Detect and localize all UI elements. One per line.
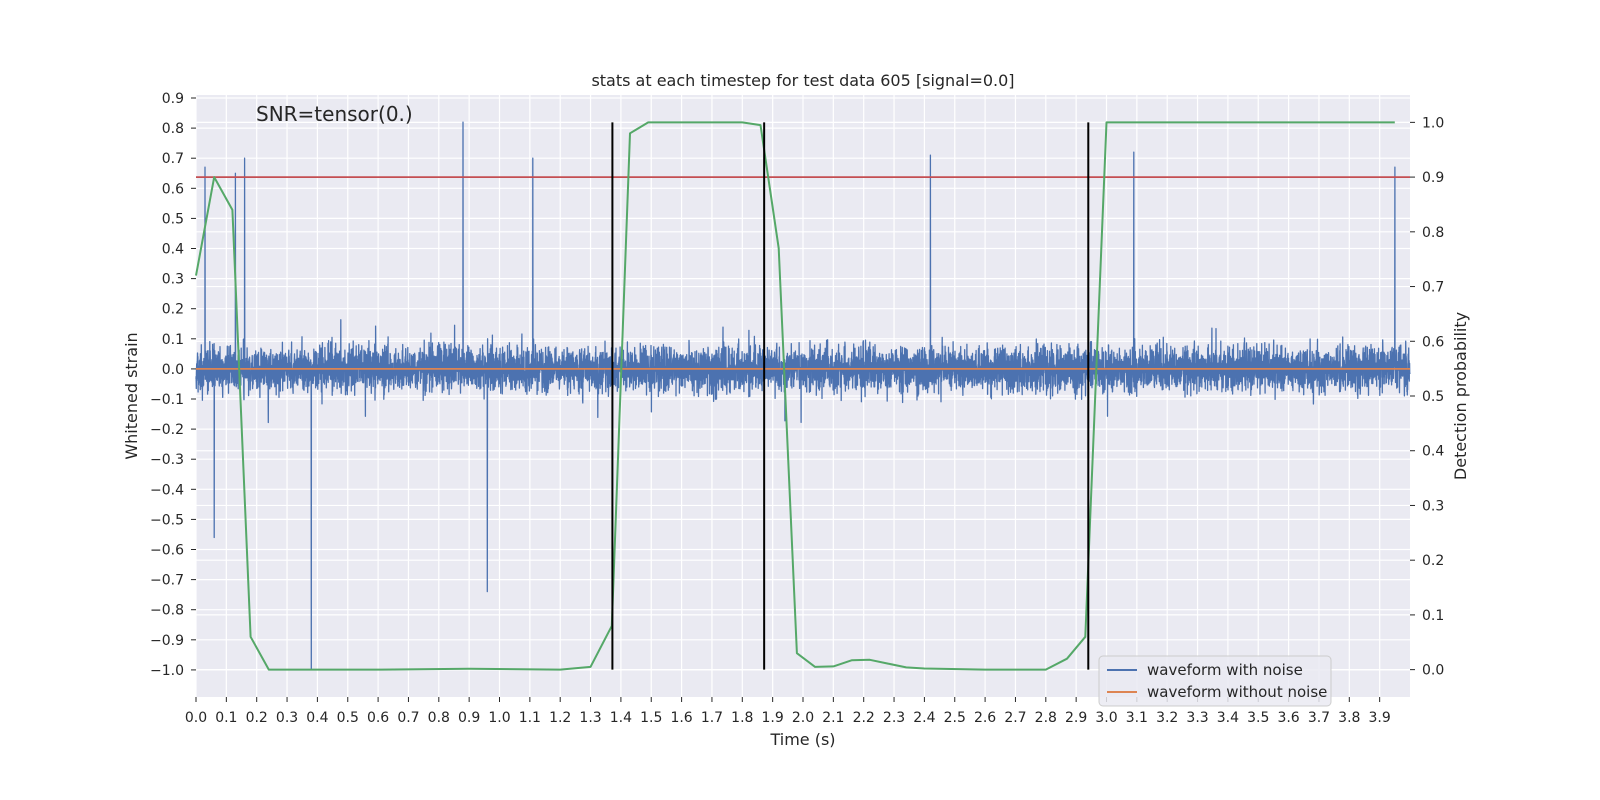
x-tick-label: 0.8 <box>428 710 450 726</box>
x-tick-label: 1.2 <box>549 710 571 726</box>
x-tick-label: 2.0 <box>792 710 814 726</box>
y-tick-label: −0.7 <box>150 573 184 589</box>
detection-probability-series <box>195 121 1410 671</box>
x-tick-label: 0.1 <box>215 710 237 726</box>
x-tick-label: 3.0 <box>1095 710 1117 726</box>
y2-tick-label: 0.8 <box>1422 225 1444 241</box>
y-tick-label: 0.9 <box>162 91 184 107</box>
x-tick-label: 3.1 <box>1126 710 1148 726</box>
y-tick-label: 0.2 <box>162 302 184 318</box>
y-tick-label: −0.5 <box>150 512 184 528</box>
y-tick-label: 0.4 <box>162 242 184 258</box>
x-tick-label: 1.7 <box>701 710 723 726</box>
x-tick-label: 3.4 <box>1217 710 1239 726</box>
x-tick-label: 0.4 <box>306 710 328 726</box>
grid <box>195 95 1410 697</box>
legend: waveform with noise waveform without noi… <box>1098 655 1332 707</box>
y-tick-label: 0.8 <box>162 121 184 137</box>
x-tick-label: 3.8 <box>1338 710 1360 726</box>
x-tick-label: 1.5 <box>640 710 662 726</box>
y-tick-label: 0.1 <box>162 332 184 348</box>
y-tick-label: −0.4 <box>150 482 184 498</box>
x-tick-label: 3.5 <box>1247 710 1269 726</box>
y-tick-label: 0.7 <box>162 151 184 167</box>
x-tick-label: 2.8 <box>1035 710 1057 726</box>
x-tick-label: 2.6 <box>974 710 996 726</box>
detection-probability-line <box>195 121 1395 671</box>
x-tick-label: 1.0 <box>488 710 510 726</box>
x-axis-label: Time (s) <box>769 730 835 749</box>
x-tick-label: 3.3 <box>1186 710 1208 726</box>
x-tick-label: 2.4 <box>913 710 935 726</box>
x-tick-label: 1.9 <box>762 710 784 726</box>
y-tick-label: 0.6 <box>162 181 184 197</box>
y-tick-label: −1.0 <box>150 663 184 679</box>
y2-tick-label: 0.0 <box>1422 663 1444 679</box>
x-tick-label: 3.7 <box>1308 710 1330 726</box>
y-tick-label: −0.8 <box>150 603 184 619</box>
x-tick-label: 1.1 <box>519 710 541 726</box>
y2-tick-label: 0.3 <box>1422 498 1444 514</box>
y2-tick-label: 0.2 <box>1422 553 1444 569</box>
y2-tick-label: 0.7 <box>1422 280 1444 296</box>
x-tick-label: 2.1 <box>822 710 844 726</box>
vertical-markers <box>611 122 1090 670</box>
x-tick-label: 0.9 <box>458 710 480 726</box>
x-tick-label: 1.6 <box>670 710 692 726</box>
x-tick-label: 3.2 <box>1156 710 1178 726</box>
x-tick-label: 2.5 <box>944 710 966 726</box>
y2-tick-label: 1.0 <box>1422 115 1444 131</box>
noisy-waveform-line <box>195 121 1411 671</box>
y-tick-label: 0.0 <box>162 362 184 378</box>
x-tick-label: 2.3 <box>883 710 905 726</box>
axes: 0.0 0.1 0.2 0.3 0.4 0.5 0.6 0.7 0.8 0.9 1.0 1.1 1.2 1… <box>150 91 1444 726</box>
x-tick-label: 2.2 <box>853 710 875 726</box>
y2-tick-label: 0.9 <box>1422 170 1444 186</box>
x-tick-label: 0.0 <box>185 710 207 726</box>
y2-tick-label: 0.5 <box>1422 389 1444 405</box>
y2-tick-label: 0.6 <box>1422 334 1444 350</box>
x-tick-label: 1.8 <box>731 710 753 726</box>
y-tick-label: −0.1 <box>150 392 184 408</box>
y-tick-label: −0.9 <box>150 633 184 649</box>
x-tick-label: 3.6 <box>1277 710 1299 726</box>
x-tick-label: 3.9 <box>1369 710 1391 726</box>
x-tick-label: 1.3 <box>579 710 601 726</box>
legend-box <box>1098 655 1332 707</box>
y-tick-label: −0.3 <box>150 452 184 468</box>
y2-tick-label: 0.1 <box>1422 608 1444 624</box>
y-tick-label: −0.6 <box>150 543 184 559</box>
y-axis-label: Whitened strain <box>122 332 141 459</box>
y2-axis-label: Detection probability <box>1451 312 1470 480</box>
x-tick-label: 0.2 <box>246 710 268 726</box>
x-tick-label: 2.9 <box>1065 710 1087 726</box>
waveform-with-noise-series <box>195 121 1411 671</box>
legend-label-clean: waveform without noise <box>1147 683 1327 701</box>
y-tick-label: −0.2 <box>150 422 184 438</box>
snr-annotation: SNR=tensor(0.) <box>256 102 413 126</box>
x-tick-label: 0.3 <box>276 710 298 726</box>
y-tick-label: 0.5 <box>162 211 184 227</box>
y2-tick-label: 0.4 <box>1422 444 1444 460</box>
x-tick-label: 0.7 <box>397 710 419 726</box>
x-tick-label: 0.5 <box>337 710 359 726</box>
x-tick-label: 1.4 <box>610 710 632 726</box>
x-tick-label: 2.7 <box>1004 710 1026 726</box>
chart-title: stats at each timestep for test data 605… <box>591 71 1014 90</box>
y-tick-label: 0.3 <box>162 272 184 288</box>
x-tick-label: 0.6 <box>367 710 389 726</box>
legend-label-noisy: waveform with noise <box>1147 661 1303 679</box>
